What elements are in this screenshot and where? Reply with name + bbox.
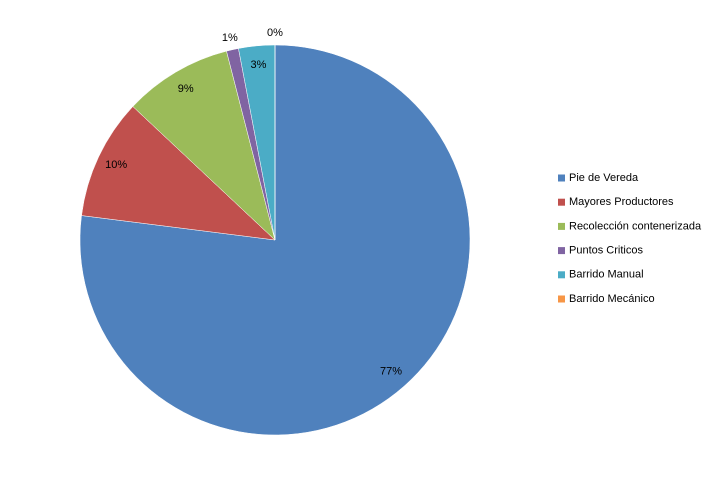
- data-label: 1%: [222, 32, 238, 44]
- legend-label: Barrido Mecánico: [569, 293, 655, 305]
- pie-slice: [132, 50, 276, 241]
- data-label: 3%: [251, 59, 267, 71]
- pie-slice: [81, 106, 276, 241]
- legend-swatch: [558, 271, 565, 279]
- legend-label: Recolección contenerizada: [569, 220, 702, 232]
- legend-swatch: [558, 247, 565, 255]
- data-label: 77%: [380, 366, 402, 378]
- legend-swatch: [558, 295, 565, 303]
- legend-label: Puntos Criticos: [569, 245, 643, 257]
- data-label: 10%: [105, 159, 127, 171]
- legend-swatch: [558, 174, 565, 182]
- pie-slice: [79, 44, 471, 436]
- legend-label: Mayores Productores: [569, 196, 674, 208]
- legend-swatch: [558, 198, 565, 206]
- legend-swatch: [558, 222, 565, 230]
- legend-label: Barrido Manual: [569, 269, 644, 281]
- data-label: 9%: [178, 83, 194, 95]
- legend-label: Pie de Vereda: [569, 172, 639, 184]
- data-label: 0%: [267, 27, 283, 39]
